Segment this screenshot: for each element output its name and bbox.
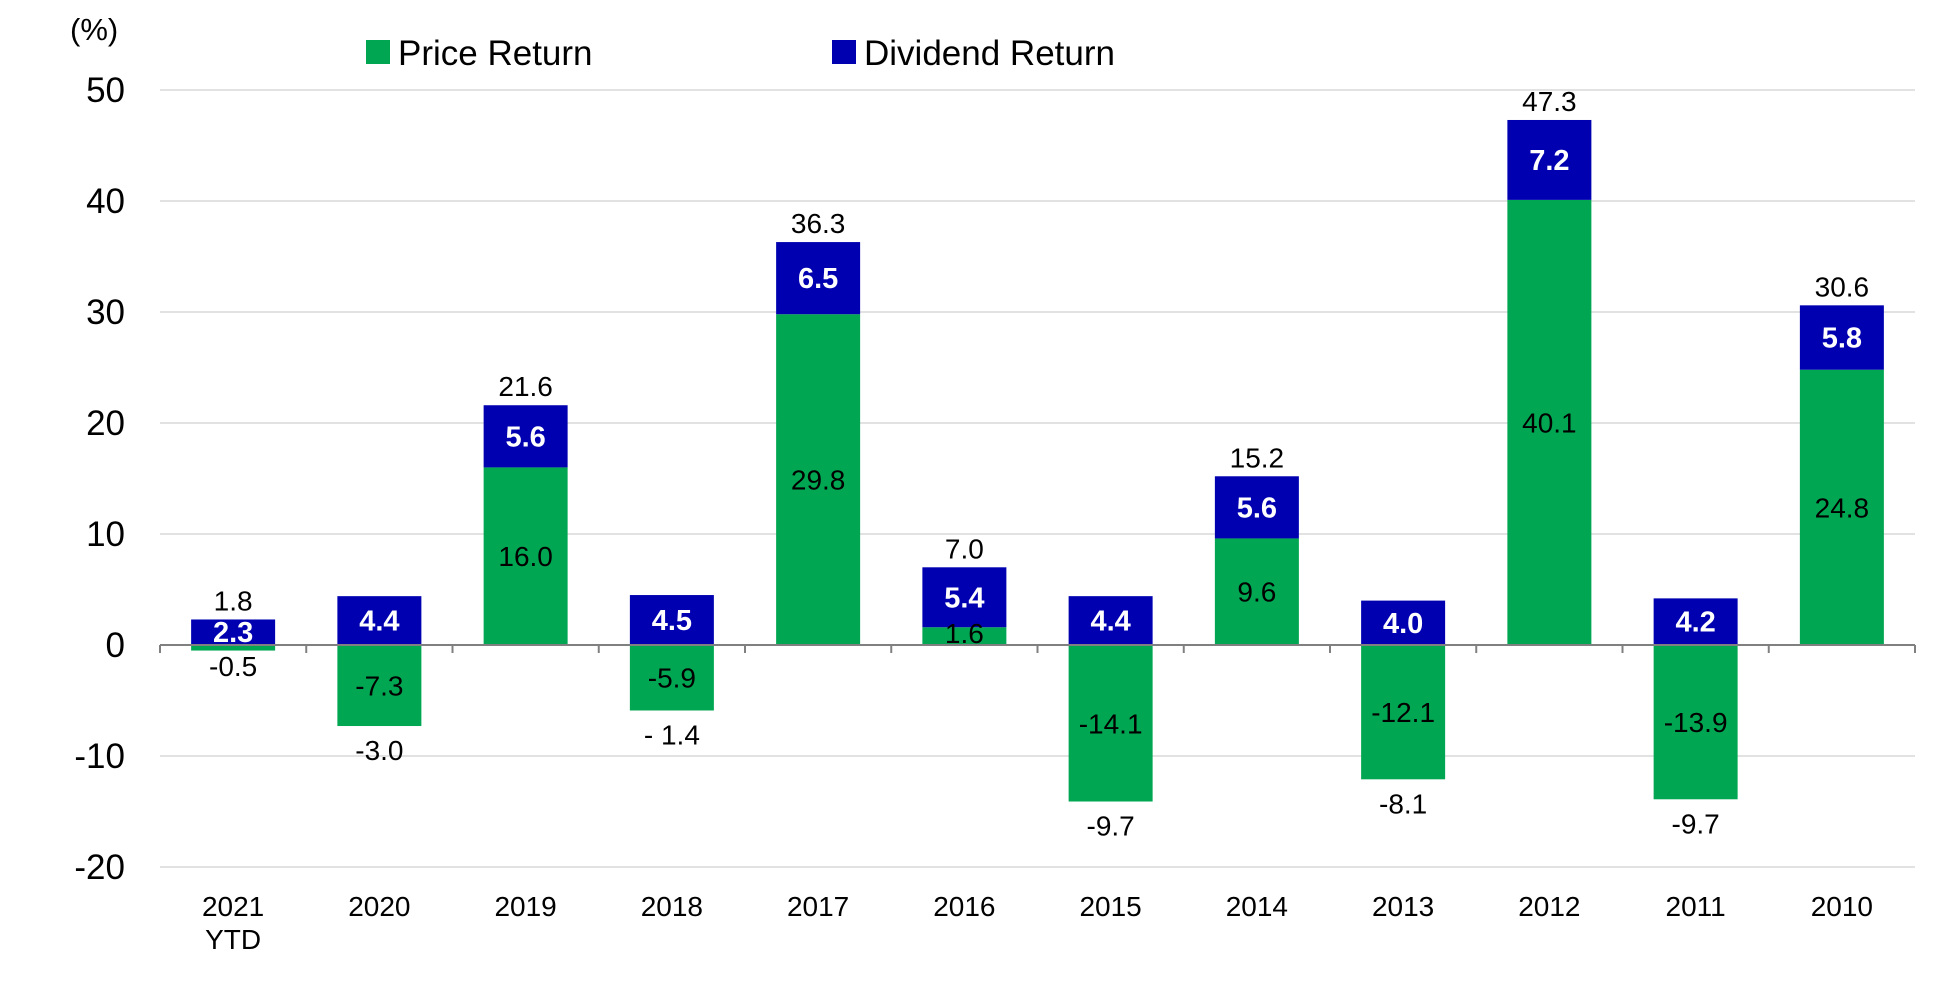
data-label-dividend-return: 6.5 <box>798 263 838 295</box>
y-tick-label: -20 <box>74 848 125 887</box>
y-tick-label: 0 <box>106 626 125 665</box>
data-label-dividend-return: 4.4 <box>1090 606 1130 638</box>
legend-label-price-return: Price Return <box>398 34 593 73</box>
x-tick-label: 2013 <box>1372 891 1434 922</box>
data-label-dividend-return: 7.2 <box>1529 145 1569 177</box>
bar-price-return <box>629 645 714 711</box>
bar-price-return <box>337 645 422 727</box>
x-tick-label: YTD <box>205 924 261 955</box>
legend-swatch-dividend-return <box>832 40 856 64</box>
data-label-total-return: 47.3 <box>1522 86 1577 117</box>
data-label-dividend-return: 4.5 <box>652 605 692 637</box>
data-label-dividend-return: 5.6 <box>505 421 545 453</box>
bar-price-return <box>1799 369 1884 645</box>
y-tick-label: 40 <box>86 182 125 221</box>
bar-price-return <box>1214 538 1299 645</box>
data-label-total-return: 15.2 <box>1230 442 1285 473</box>
data-label-price-return: -5.9 <box>648 663 696 694</box>
data-label-price-return: -14.1 <box>1079 708 1143 739</box>
data-label-price-return: -7.3 <box>355 671 403 702</box>
data-label-dividend-return: 2.3 <box>213 617 253 649</box>
data-label-price-return: 9.6 <box>1237 577 1276 608</box>
x-tick-label: 2016 <box>933 891 995 922</box>
bar-dividend-return <box>1214 476 1299 539</box>
y-tick-label: 30 <box>86 293 125 332</box>
data-label-total-return: 30.6 <box>1815 271 1870 302</box>
data-label-total-return: -3.0 <box>355 735 403 766</box>
data-label-price-return: -0.5 <box>209 651 257 682</box>
x-tick-label: 2020 <box>348 891 410 922</box>
x-tick-label: 2015 <box>1079 891 1141 922</box>
legend: Price Return Dividend Return <box>366 34 1115 73</box>
bar-dividend-return <box>1361 600 1446 645</box>
data-label-total-return: -9.7 <box>1672 808 1720 839</box>
y-tick-label: 20 <box>86 404 125 443</box>
bar-dividend-return <box>922 567 1007 628</box>
data-label-total-return: 1.8 <box>214 585 253 616</box>
bar-dividend-return <box>1653 598 1738 645</box>
bar-price-return <box>776 314 861 645</box>
bar-price-return <box>1507 199 1592 645</box>
bar-dividend-return <box>776 242 861 315</box>
data-label-dividend-return: 4.2 <box>1675 607 1715 639</box>
x-tick-label: 2018 <box>641 891 703 922</box>
x-tick-label: 2012 <box>1518 891 1580 922</box>
data-label-total-return: -9.7 <box>1087 811 1135 842</box>
x-tick-label: 2021 <box>202 891 264 922</box>
data-label-price-return: 24.8 <box>1815 492 1870 523</box>
bar-dividend-return <box>483 405 568 468</box>
data-label-total-return: - 1.4 <box>644 719 700 750</box>
x-tick-label: 2014 <box>1226 891 1288 922</box>
data-label-total-return: 7.0 <box>945 533 984 564</box>
bar-price-return <box>922 627 1007 645</box>
x-tick-label: 2011 <box>1666 891 1726 922</box>
data-label-price-return: 29.8 <box>791 465 846 496</box>
legend-label-dividend-return: Dividend Return <box>864 34 1115 73</box>
data-label-total-return: -8.1 <box>1379 788 1427 819</box>
bar-price-return <box>483 467 568 645</box>
data-label-price-return: -12.1 <box>1371 697 1435 728</box>
x-tick-label: 2017 <box>787 891 849 922</box>
data-label-price-return: 16.0 <box>498 541 553 572</box>
data-label-dividend-return: 5.6 <box>1237 492 1277 524</box>
bar-price-return <box>1068 645 1153 802</box>
bar-dividend-return <box>191 619 276 645</box>
legend-swatch-price-return <box>366 40 390 64</box>
data-label-total-return: 36.3 <box>791 208 846 239</box>
bar-dividend-return <box>1507 119 1592 200</box>
bar-dividend-return <box>1799 305 1884 370</box>
data-label-dividend-return: 5.4 <box>944 582 984 614</box>
x-tick-label: 2010 <box>1811 891 1873 922</box>
data-label-dividend-return: 4.0 <box>1383 608 1423 640</box>
data-label-price-return: 1.6 <box>945 618 984 649</box>
bar-price-return <box>1653 645 1738 800</box>
y-tick-label: 10 <box>86 515 125 554</box>
bar-price-return <box>191 645 276 651</box>
data-labels: 2.3-0.5 1.8 4.4 -7.3 -3.0 5.6 16.0 21.6 4.5 -5.9 -… <box>209 86 1869 842</box>
bar-dividend-return <box>337 596 422 645</box>
data-label-price-return: -13.9 <box>1664 707 1728 738</box>
data-label-price-return: 40.1 <box>1522 407 1577 438</box>
gridlines <box>160 89 1915 868</box>
data-label-dividend-return: 4.4 <box>359 606 399 638</box>
data-label-total-return: 21.6 <box>498 371 553 402</box>
y-tick-label: 50 <box>86 71 125 110</box>
bars <box>191 119 1884 802</box>
x-tick-label: 2019 <box>494 891 556 922</box>
bar-dividend-return <box>1068 596 1153 645</box>
y-axis-unit-label: (%) <box>70 12 118 47</box>
data-label-dividend-return: 5.8 <box>1822 323 1862 355</box>
y-tick-label: -10 <box>74 737 125 776</box>
bar-price-return <box>1361 645 1446 780</box>
bar-dividend-return <box>629 595 714 645</box>
